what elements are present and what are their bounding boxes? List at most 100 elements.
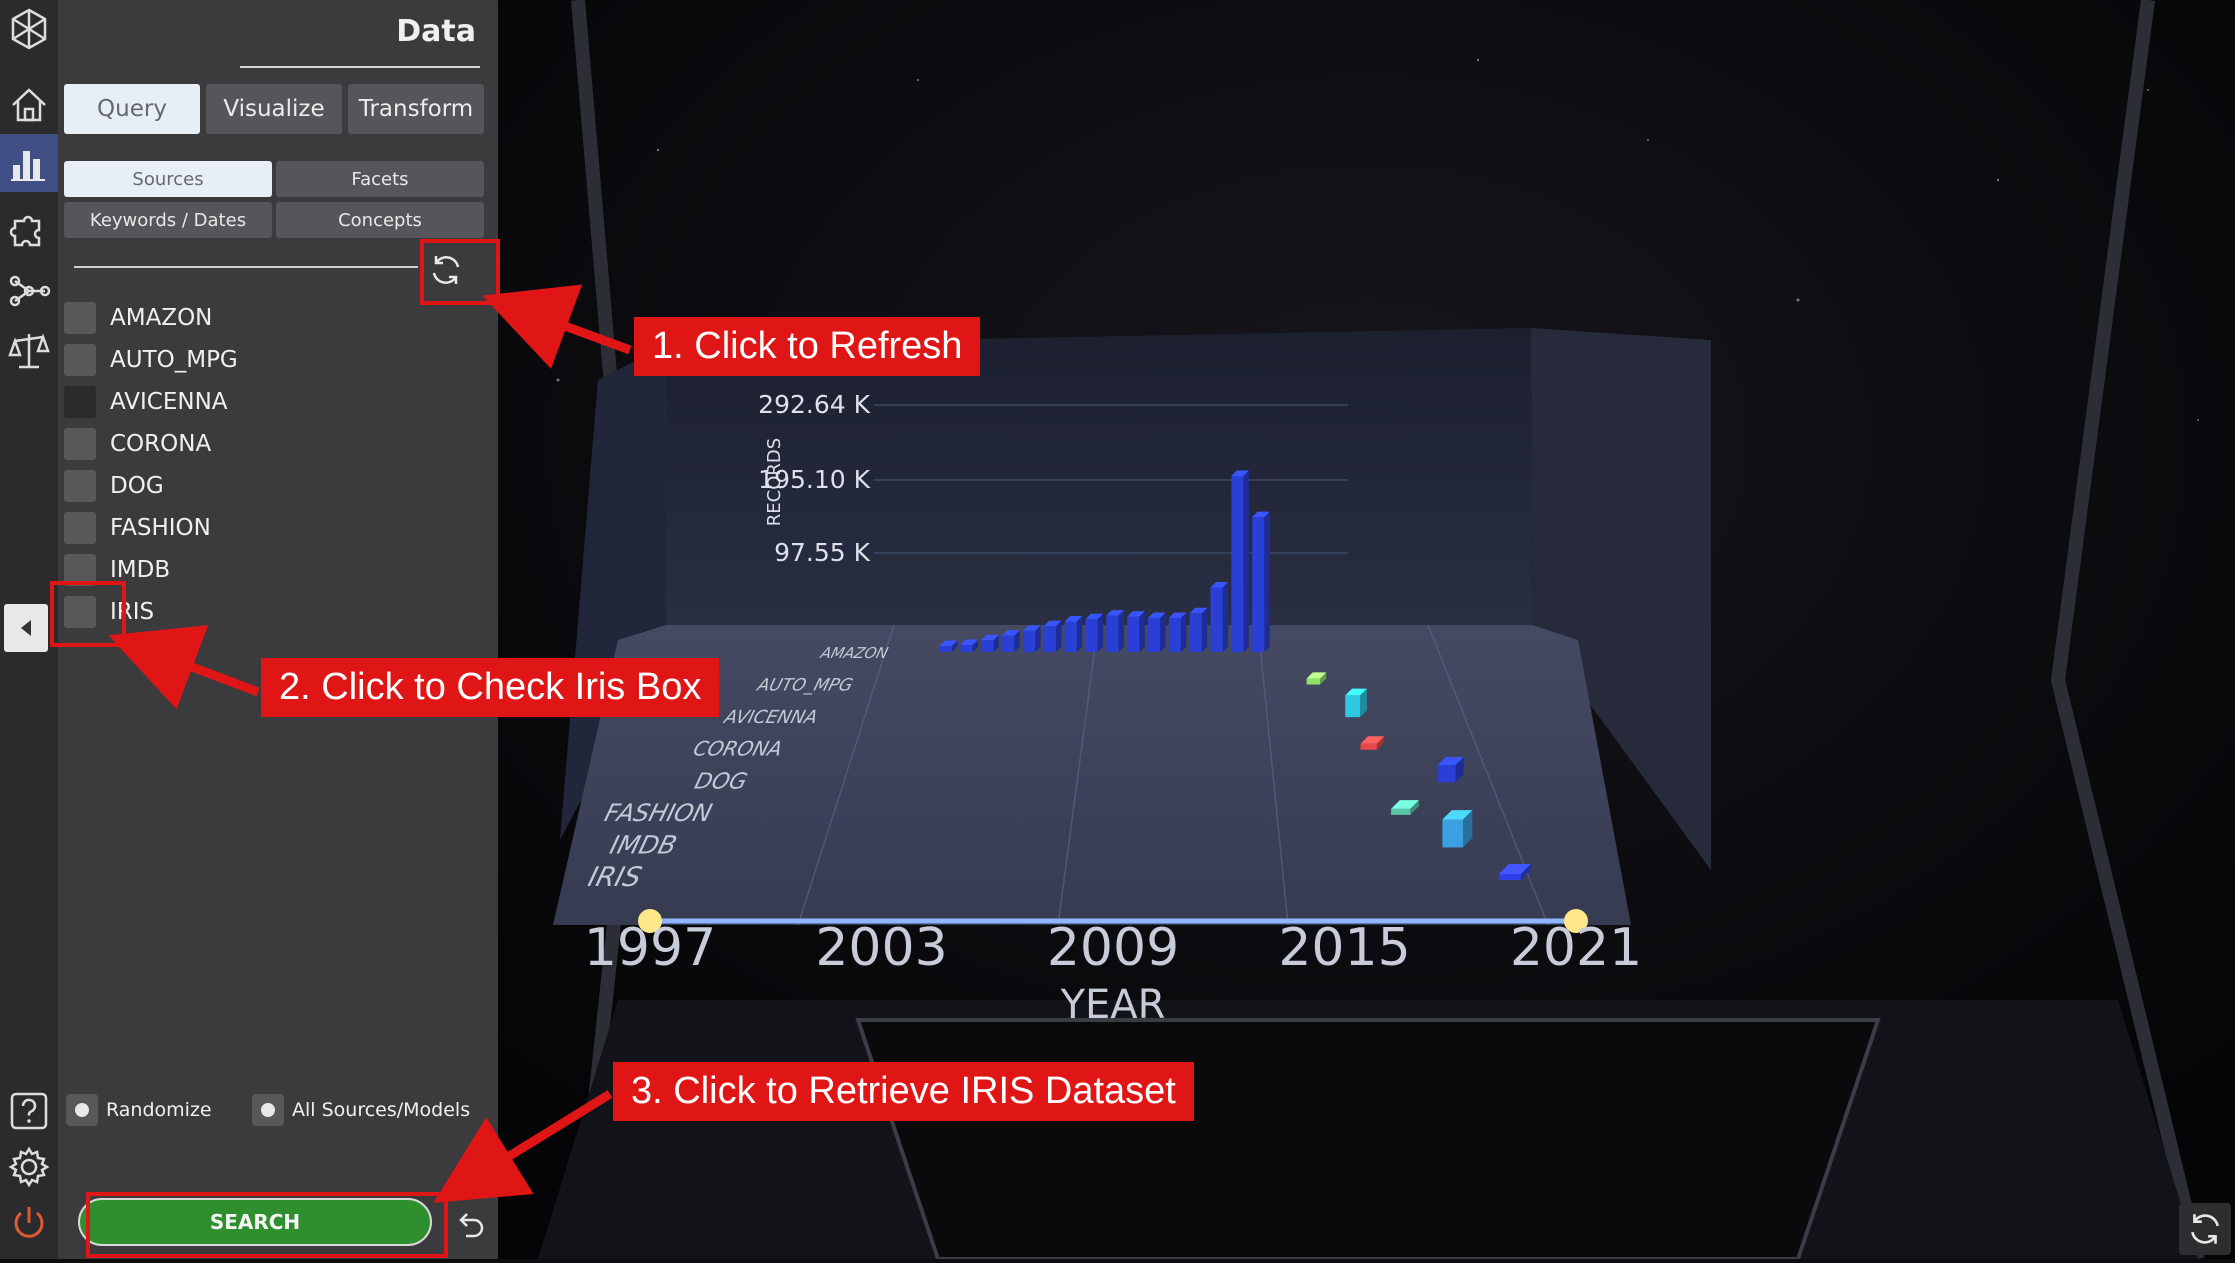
- randomize-label: Randomize: [106, 1099, 212, 1121]
- graph-icon[interactable]: [0, 262, 58, 320]
- bar-side: [1264, 511, 1270, 652]
- bar-top: [1106, 610, 1124, 616]
- row-label: AMAZON: [818, 644, 890, 662]
- bar-side: [1410, 800, 1419, 815]
- source-label: AUTO_MPG: [110, 347, 238, 373]
- source-checkbox[interactable]: [64, 554, 96, 586]
- bar: [939, 646, 952, 652]
- randomize-option[interactable]: Randomize: [66, 1094, 212, 1126]
- source-item-iris[interactable]: IRIS: [64, 592, 154, 632]
- undo-button[interactable]: [450, 1204, 490, 1244]
- bar: [1085, 619, 1098, 652]
- source-checkbox[interactable]: [64, 302, 96, 334]
- tab-query[interactable]: Query: [64, 84, 200, 134]
- help-icon[interactable]: [0, 1082, 58, 1140]
- highlight-search-button: [86, 1192, 448, 1258]
- source-checkbox[interactable]: [64, 344, 96, 376]
- source-label: AVICENNA: [110, 389, 228, 415]
- all-sources-radio[interactable]: [252, 1094, 284, 1126]
- subtab-facets[interactable]: Facets: [276, 161, 484, 197]
- callout-search: 3. Click to Retrieve IRIS Dataset: [613, 1062, 1194, 1121]
- bar-top: [1043, 620, 1062, 627]
- bar: [1437, 765, 1456, 783]
- bar: [1064, 621, 1077, 652]
- source-item-avicenna[interactable]: AVICENNA: [64, 382, 228, 422]
- source-item-amazon[interactable]: AMAZON: [64, 298, 212, 338]
- puzzle-icon[interactable]: [0, 200, 58, 258]
- balance-scale-icon[interactable]: [0, 322, 58, 380]
- bar-side: [1097, 613, 1104, 652]
- collapse-panel-button[interactable]: [4, 604, 48, 652]
- bar: [981, 640, 994, 652]
- power-icon[interactable]: [0, 1194, 58, 1252]
- bar-side: [1055, 620, 1062, 652]
- row-label: CORONA: [691, 737, 785, 761]
- search-button[interactable]: SEARCH: [78, 1198, 432, 1246]
- arrow-refresh: [482, 284, 632, 369]
- subtab-concepts[interactable]: Concepts: [276, 202, 484, 238]
- highlight-iris-checkbox: [50, 581, 126, 647]
- filter-input-line[interactable]: [74, 266, 418, 268]
- bar: [1345, 695, 1361, 718]
- source-item-auto-mpg[interactable]: AUTO_MPG: [64, 340, 238, 380]
- refresh-button[interactable]: [422, 246, 470, 294]
- bar-side: [1076, 615, 1083, 652]
- source-label: IRIS: [110, 599, 155, 625]
- bar-top: [939, 640, 958, 646]
- logo-icon: [0, 0, 58, 58]
- bar: [1127, 616, 1140, 652]
- bar-top: [1437, 756, 1464, 766]
- source-item-dog[interactable]: DOG: [64, 466, 164, 506]
- bar: [1306, 678, 1321, 685]
- tab-visualize[interactable]: Visualize: [206, 84, 342, 134]
- refresh-icon: [432, 256, 460, 284]
- source-label: IMDB: [110, 557, 171, 583]
- gear-icon[interactable]: [0, 1138, 58, 1196]
- bar-side: [1222, 581, 1229, 652]
- bar-top: [1002, 630, 1020, 636]
- refresh-icon: [2191, 1214, 2219, 1244]
- source-checkbox[interactable]: [64, 428, 96, 460]
- bar-top: [1498, 864, 1531, 874]
- bar-side: [1035, 625, 1041, 652]
- row-label: IRIS: [585, 861, 645, 892]
- bar-side: [1455, 756, 1464, 783]
- randomize-radio[interactable]: [66, 1094, 98, 1126]
- source-item-corona[interactable]: CORONA: [64, 424, 211, 464]
- bar-chart-icon[interactable]: [0, 134, 58, 192]
- source-checkbox[interactable]: [64, 470, 96, 502]
- source-label: CORONA: [110, 431, 212, 457]
- bar-top: [1391, 800, 1419, 809]
- source-label: FASHION: [110, 515, 211, 541]
- bar: [1231, 476, 1244, 652]
- y-tick-label: 292.64 K: [758, 390, 870, 419]
- source-item-fashion[interactable]: FASHION: [64, 508, 211, 548]
- bar: [1002, 635, 1015, 652]
- bar-top: [960, 639, 979, 645]
- bar-side: [1320, 672, 1327, 685]
- reset-view-button[interactable]: [2179, 1203, 2231, 1255]
- source-item-imdb[interactable]: IMDB: [64, 550, 170, 590]
- tab-transform[interactable]: Transform: [348, 84, 484, 134]
- all-sources-label: All Sources/Models: [292, 1099, 471, 1121]
- source-checkbox[interactable]: [64, 512, 96, 544]
- row-label: IMDB: [607, 830, 680, 859]
- row-label: FASHION: [602, 798, 716, 826]
- bar-side: [1243, 470, 1249, 652]
- subtab-sources[interactable]: Sources: [64, 161, 272, 197]
- bar: [1189, 613, 1202, 652]
- bar-top: [1360, 736, 1385, 744]
- visualization-scene[interactable]: 1997 2003 2009 2015 2021 YEAR 97.55 K 195.10 K 2…: [498, 0, 2235, 1263]
- bar-top: [981, 634, 999, 641]
- source-checkbox[interactable]: [64, 596, 96, 628]
- title-divider: [240, 66, 480, 68]
- subtab-keywords-dates[interactable]: Keywords / Dates: [64, 202, 272, 238]
- bar-top: [1064, 615, 1083, 622]
- bar: [960, 644, 973, 652]
- home-icon[interactable]: [0, 76, 58, 134]
- all-sources-option[interactable]: All Sources/Models: [252, 1094, 470, 1126]
- row-label: AUTO_MPG: [754, 676, 855, 696]
- y-tick-label: 195.10 K: [758, 465, 870, 494]
- source-checkbox[interactable]: [64, 386, 96, 418]
